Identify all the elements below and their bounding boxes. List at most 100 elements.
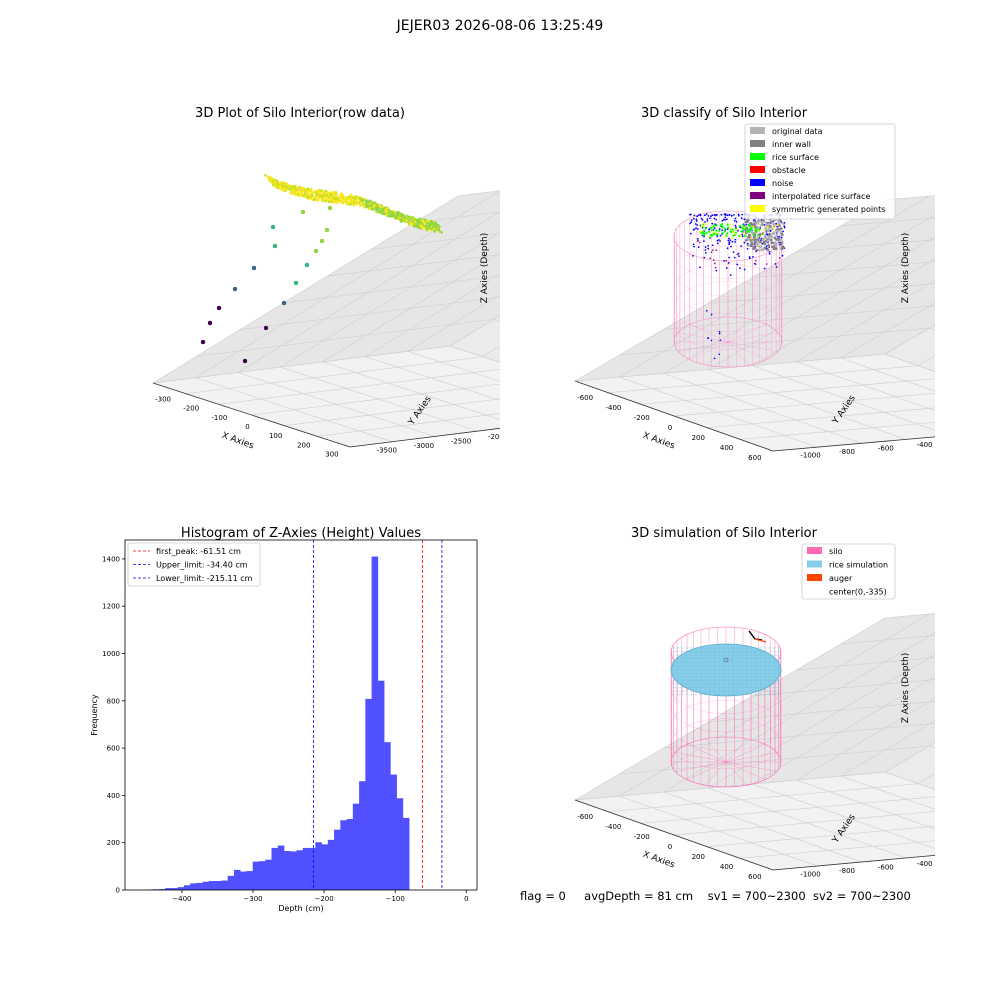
classify-z-axis-label: Z Axies (Depth) (901, 233, 911, 304)
auger-shaft (754, 638, 767, 643)
classify-rice-point (754, 227, 757, 230)
histogram-bar (290, 851, 297, 890)
classify-symmetric-point (734, 232, 737, 235)
raw-data-point (272, 243, 278, 249)
classify-wall-point (769, 221, 772, 225)
classify-noise-point (717, 239, 720, 241)
classify-noise-point (782, 230, 784, 233)
raw-surface-point (336, 196, 340, 199)
raw-surface-point (400, 213, 404, 217)
classify-noise-point (746, 242, 749, 245)
raw-surface-point (282, 182, 286, 186)
classify-rice-point (738, 234, 741, 237)
raw-surface-point (419, 224, 422, 228)
simulation-silo-spoke (687, 744, 727, 763)
raw-surface-point (315, 191, 318, 195)
classify-wall-point (772, 247, 776, 251)
simulation-grid-z (707, 701, 935, 723)
histogram-bar (390, 774, 397, 890)
classify-symmetric-point (712, 231, 715, 234)
classify-grid-x (706, 407, 935, 429)
histogram-legend-label: Upper_limit: -34.40 cm (156, 561, 248, 570)
histogram-y-tick-label: 400 (107, 792, 120, 800)
histogram-bar (346, 819, 354, 890)
classify-noise-point (695, 227, 697, 230)
classify-rice-point (746, 230, 749, 233)
histogram-bar (190, 883, 197, 890)
classify-noise-point (701, 219, 704, 221)
raw-surface-point (391, 214, 395, 218)
classify-noise-point (713, 357, 716, 360)
classify-wall-point (756, 242, 759, 246)
histogram-bar (177, 887, 185, 890)
simulation-3d-plot: 3D simulation of Silo Interior -600 -400 -… (574, 526, 935, 881)
classify-noise-point (696, 215, 698, 218)
simulation-back-pane (885, 742, 935, 790)
classify-wall-point (781, 221, 785, 225)
classify-noise-point (693, 214, 696, 217)
raw-grid-z (152, 345, 500, 384)
classify-symmetric-point (757, 229, 760, 232)
classify-noise-point (780, 236, 783, 239)
raw-surface-point (366, 200, 370, 204)
raw-surface-point (397, 211, 401, 214)
classify-wall-point (777, 221, 781, 225)
classify-wall-point (779, 230, 783, 234)
raw-surface-point (313, 197, 316, 201)
classify-noise-point (704, 214, 706, 217)
classify-noise-point (696, 220, 698, 222)
histogram-bar (359, 781, 366, 890)
raw-surface-point (377, 206, 380, 210)
simulation-silo-spoke (725, 744, 765, 763)
classify-noise-point (761, 242, 764, 245)
simulation-silo-spoke (725, 761, 748, 786)
classify-interpolated-point (768, 246, 770, 249)
raw-surface-point (318, 191, 322, 195)
classify-wall-point (779, 227, 783, 231)
classify-noise-point (713, 213, 716, 216)
classify-noise-point (704, 221, 706, 223)
raw-surface-point (408, 220, 411, 224)
classify-symmetric-point (772, 226, 775, 229)
classify-interpolated-point (766, 263, 768, 265)
classify-rice-point (747, 224, 750, 227)
raw-surface-point (383, 212, 386, 216)
simulation-grid-z (752, 679, 935, 697)
classify-rice-point (704, 227, 707, 230)
raw-surface-point (334, 192, 337, 196)
raw-data-point (207, 320, 213, 326)
raw-surface-point (368, 204, 371, 208)
classify-silo-spoke (689, 341, 729, 360)
classify-noise-point (706, 309, 708, 312)
classify-noise-point (710, 339, 713, 342)
raw-surface-point (396, 217, 400, 220)
classify-plot-title: 3D classify of Silo Interior (641, 106, 808, 121)
classify-noise-point (763, 224, 766, 226)
classify-noise-point (783, 226, 786, 229)
classify-rice-point (748, 230, 751, 233)
raw-surface-point (428, 228, 431, 232)
raw-side-pane (153, 190, 500, 383)
raw-surface-point (299, 186, 303, 190)
classify-noise-point (740, 245, 742, 248)
classify-noise-point (775, 222, 778, 225)
classify-rice-point (726, 223, 729, 226)
raw-surface-point (324, 199, 327, 203)
classify-wall-point (752, 220, 756, 224)
classify-wall-point (769, 219, 772, 222)
histogram-bar (202, 881, 210, 890)
raw-surface-point (412, 217, 415, 221)
classify-wall-point (770, 241, 774, 245)
classify-noise-point (728, 241, 731, 244)
histogram-bar (334, 829, 341, 890)
raw-surface-point (386, 207, 389, 210)
figure-title: JEJER03 2026-08-06 13:25:49 (396, 18, 604, 34)
classify-noise-point (778, 241, 780, 244)
classify-legend-label: symmetric generated points (772, 205, 885, 214)
raw-surface-point (368, 199, 372, 203)
raw-surface-point (407, 218, 411, 222)
raw-surface-point (312, 191, 316, 195)
raw-surface-point (332, 194, 336, 197)
raw-surface-point (436, 223, 439, 227)
histogram-y-tick-label: 1000 (102, 650, 120, 658)
